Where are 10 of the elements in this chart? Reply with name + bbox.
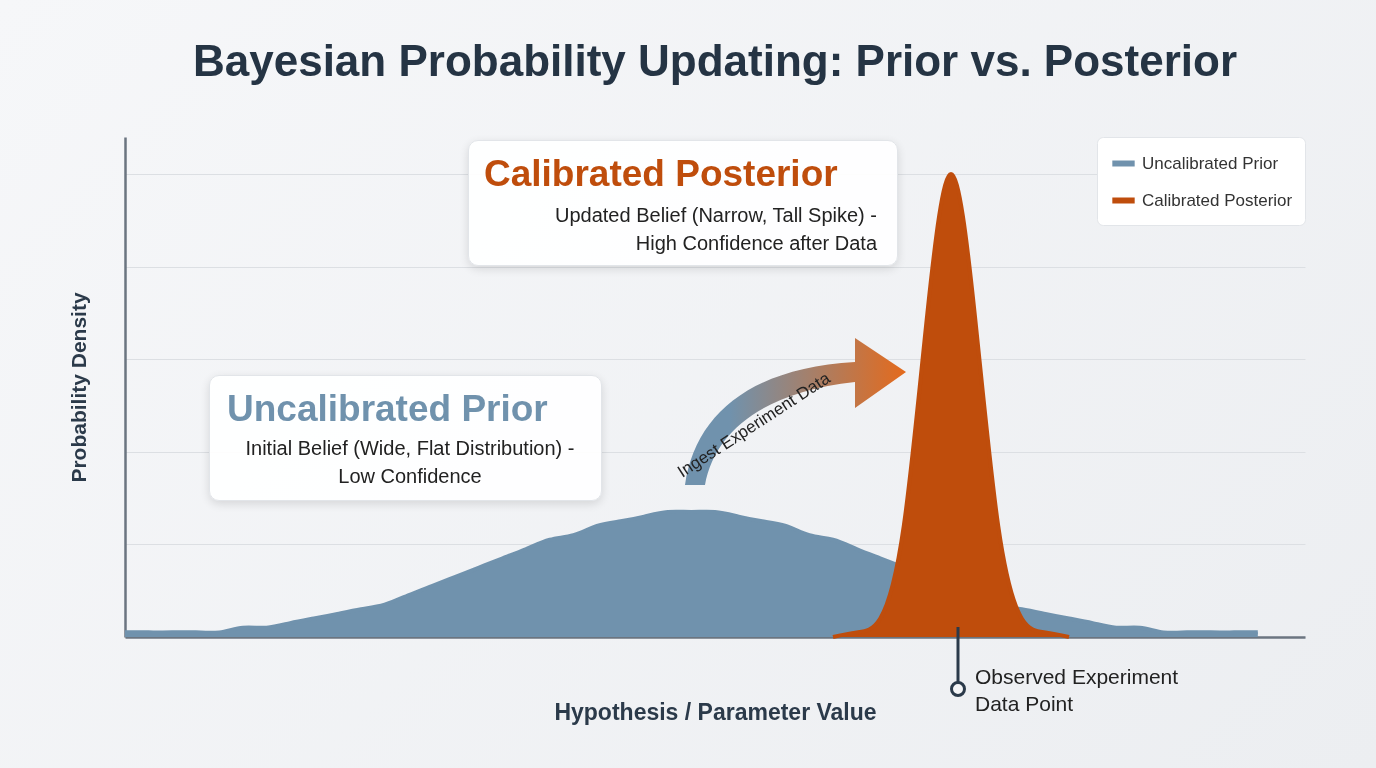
x-axis-title: Hypothesis / Parameter Value bbox=[554, 698, 877, 725]
text: Observed Experiment Data Point bbox=[975, 664, 1180, 717]
annotation: Initial Belief (Wide, Flat Distribution) - Low Confidence bbox=[244, 436, 576, 489]
chart-title: Bayesian Probability Updating: Prior vs. Posterior bbox=[192, 35, 1238, 85]
annotation: Calibrated Posterior bbox=[484, 153, 838, 195]
annotation: Uncalibrated Prior bbox=[227, 388, 548, 430]
legend-label: Calibrated Posterior bbox=[1142, 190, 1293, 210]
y-axis-title: Probability Density bbox=[66, 292, 90, 483]
legend-label: Uncalibrated Prior bbox=[1142, 153, 1279, 173]
annotation: Updated Belief (Narrow, Tall Spike) - High Confidence after Data bbox=[554, 203, 877, 256]
